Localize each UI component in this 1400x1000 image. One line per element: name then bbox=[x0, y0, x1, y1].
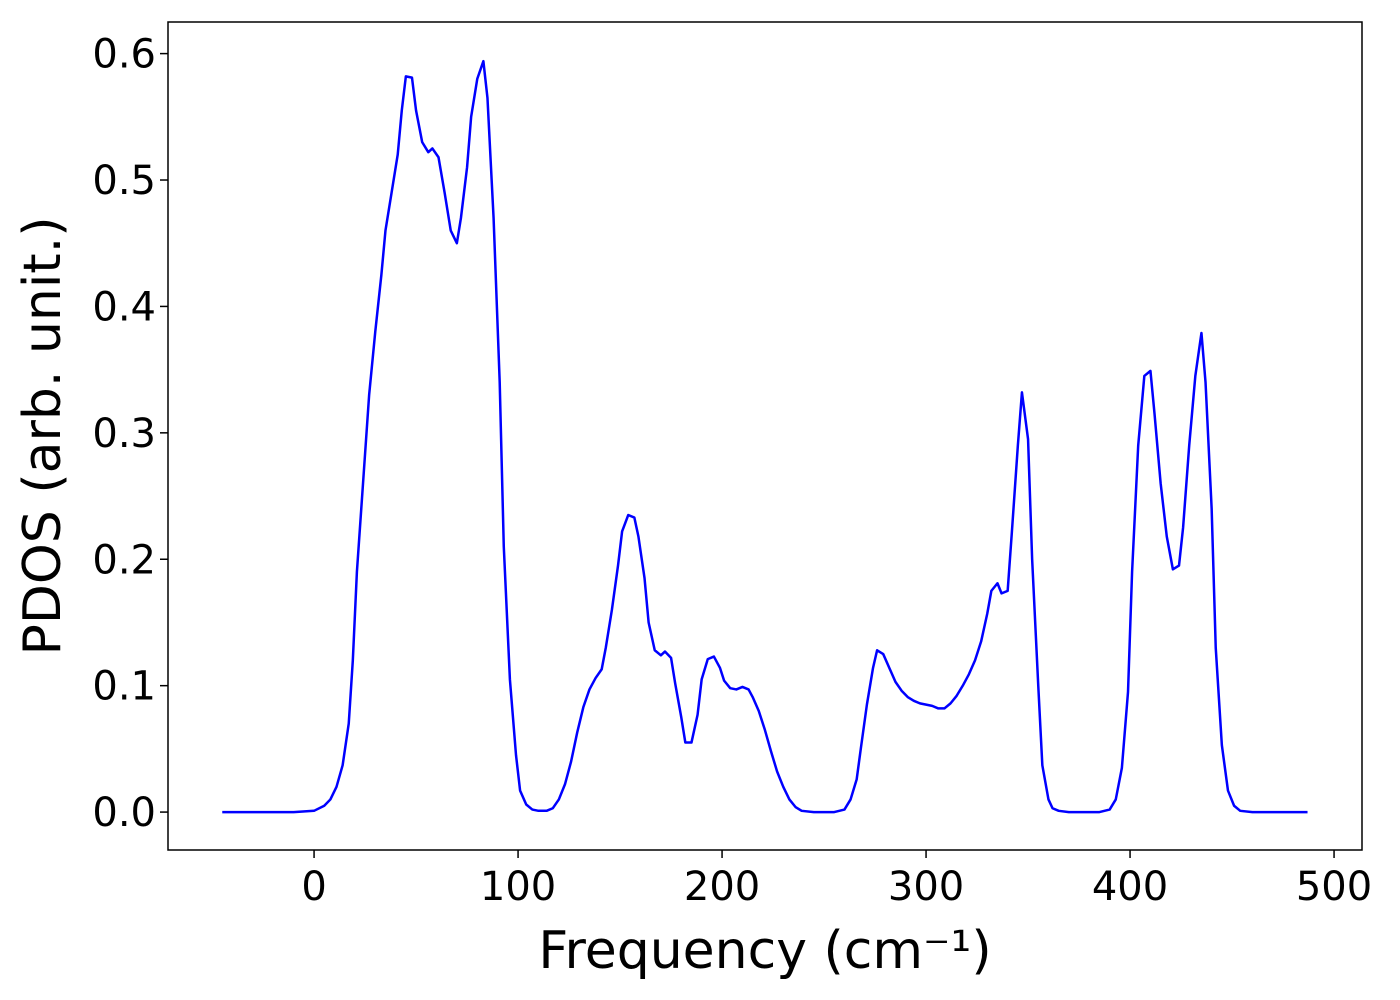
x-tick-label: 200 bbox=[684, 864, 760, 910]
y-tick-label: 0.5 bbox=[92, 158, 156, 204]
x-tick-label: 300 bbox=[888, 864, 964, 910]
data-line bbox=[222, 59, 1308, 814]
x-tick-label: 100 bbox=[480, 864, 556, 910]
plot-frame bbox=[167, 21, 1363, 851]
y-tick-label: 0.2 bbox=[92, 537, 156, 583]
y-axis-label: PDOS (arb. unit.) bbox=[13, 216, 73, 655]
x-tick-label: 400 bbox=[1092, 864, 1168, 910]
y-tick-label: 0.4 bbox=[92, 284, 156, 330]
y-tick-label: 0.3 bbox=[92, 411, 156, 457]
y-tick-label: 0.0 bbox=[92, 790, 156, 836]
x-tick-label: 500 bbox=[1296, 864, 1372, 910]
x-axis-label: Frequency (cm⁻¹) bbox=[538, 921, 991, 981]
y-tick-label: 0.1 bbox=[92, 664, 156, 710]
y-tick-label: 0.6 bbox=[92, 32, 156, 78]
x-tick-label: 0 bbox=[301, 864, 326, 910]
